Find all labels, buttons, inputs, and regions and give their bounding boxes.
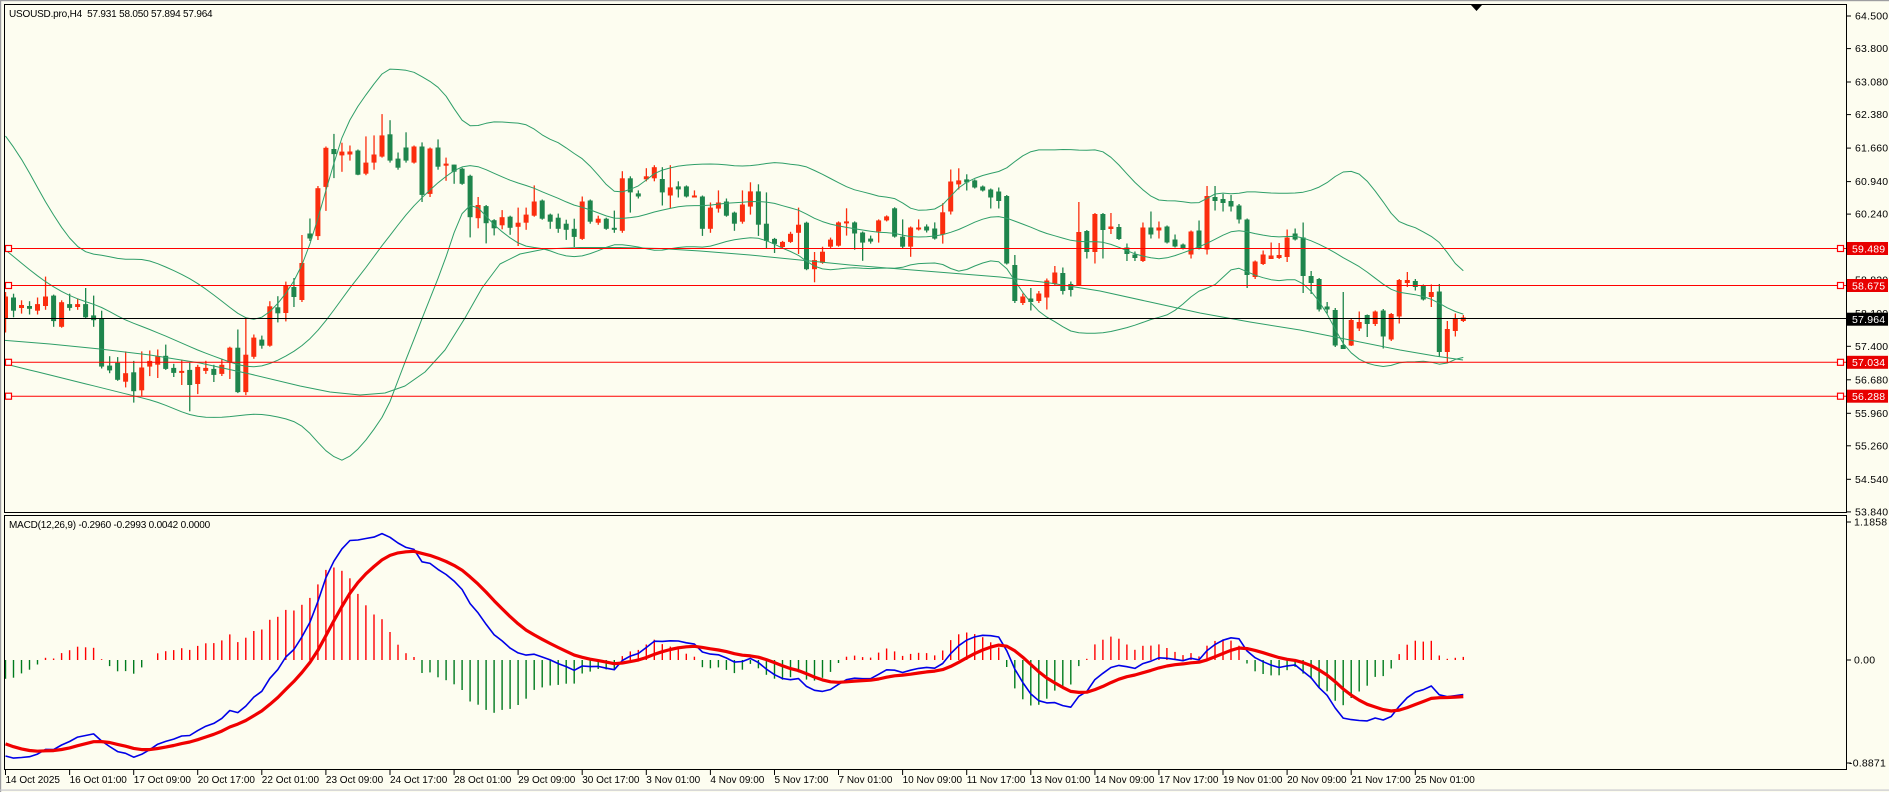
svg-text:23 Oct 09:00: 23 Oct 09:00: [326, 775, 384, 786]
svg-text:56.288: 56.288: [1852, 391, 1885, 403]
svg-text:11 Nov 17:00: 11 Nov 17:00: [967, 775, 1026, 786]
svg-text:60.940: 60.940: [1855, 176, 1888, 188]
svg-text:53.840: 53.840: [1855, 506, 1888, 518]
svg-text:20 Nov 09:00: 20 Nov 09:00: [1287, 775, 1347, 786]
svg-text:57.034: 57.034: [1852, 357, 1885, 369]
svg-text:55.960: 55.960: [1855, 408, 1888, 420]
svg-text:24 Oct 17:00: 24 Oct 17:00: [390, 775, 448, 786]
svg-text:63.080: 63.080: [1855, 77, 1888, 89]
svg-text:0.00: 0.00: [1854, 655, 1875, 667]
svg-text:57.964: 57.964: [1852, 314, 1885, 326]
svg-text:10 Nov 09:00: 10 Nov 09:00: [903, 775, 963, 786]
svg-text:14 Nov 09:00: 14 Nov 09:00: [1095, 775, 1155, 786]
svg-text:1.1858: 1.1858: [1854, 517, 1887, 529]
svg-text:USOUSD.pro,H4 57.931 58.050 5: USOUSD.pro,H4 57.931 58.050 57.894 57.96…: [9, 9, 213, 20]
svg-text:4 Nov 09:00: 4 Nov 09:00: [710, 775, 764, 786]
svg-text:61.660: 61.660: [1855, 143, 1888, 155]
svg-text:58.675: 58.675: [1852, 280, 1885, 292]
svg-text:60.240: 60.240: [1855, 209, 1888, 221]
svg-text:17 Nov 17:00: 17 Nov 17:00: [1159, 775, 1219, 786]
svg-text:20 Oct 17:00: 20 Oct 17:00: [198, 775, 256, 786]
svg-text:25 Nov 01:00: 25 Nov 01:00: [1415, 775, 1475, 786]
svg-text:55.260: 55.260: [1855, 440, 1888, 452]
svg-text:29 Oct 09:00: 29 Oct 09:00: [518, 775, 576, 786]
svg-text:54.540: 54.540: [1855, 474, 1888, 486]
svg-text:57.400: 57.400: [1855, 341, 1888, 353]
svg-text:63.800: 63.800: [1855, 43, 1888, 55]
svg-text:13 Nov 01:00: 13 Nov 01:00: [1031, 775, 1091, 786]
svg-text:30 Oct 17:00: 30 Oct 17:00: [582, 775, 640, 786]
svg-text:14 Oct 2025: 14 Oct 2025: [6, 775, 61, 786]
svg-text:16 Oct 01:00: 16 Oct 01:00: [70, 775, 128, 786]
svg-text:59.489: 59.489: [1852, 243, 1885, 255]
svg-text:22 Oct 01:00: 22 Oct 01:00: [262, 775, 320, 786]
svg-text:3 Nov 01:00: 3 Nov 01:00: [646, 775, 700, 786]
svg-text:17 Oct 09:00: 17 Oct 09:00: [134, 775, 192, 786]
svg-text:19 Nov 01:00: 19 Nov 01:00: [1223, 775, 1283, 786]
svg-text:7 Nov 01:00: 7 Nov 01:00: [839, 775, 893, 786]
svg-text:21 Nov 17:00: 21 Nov 17:00: [1351, 775, 1411, 786]
svg-text:MACD(12,26,9) -0.2960 -0.2993: MACD(12,26,9) -0.2960 -0.2993 0.0042 0.0…: [9, 520, 211, 531]
svg-text:56.680: 56.680: [1855, 374, 1888, 386]
svg-text:28 Oct 01:00: 28 Oct 01:00: [454, 775, 512, 786]
svg-text:5 Nov 17:00: 5 Nov 17:00: [775, 775, 829, 786]
svg-text:-0.8871: -0.8871: [1849, 758, 1886, 770]
svg-text:64.500: 64.500: [1855, 11, 1888, 23]
svg-text:62.380: 62.380: [1855, 109, 1888, 121]
